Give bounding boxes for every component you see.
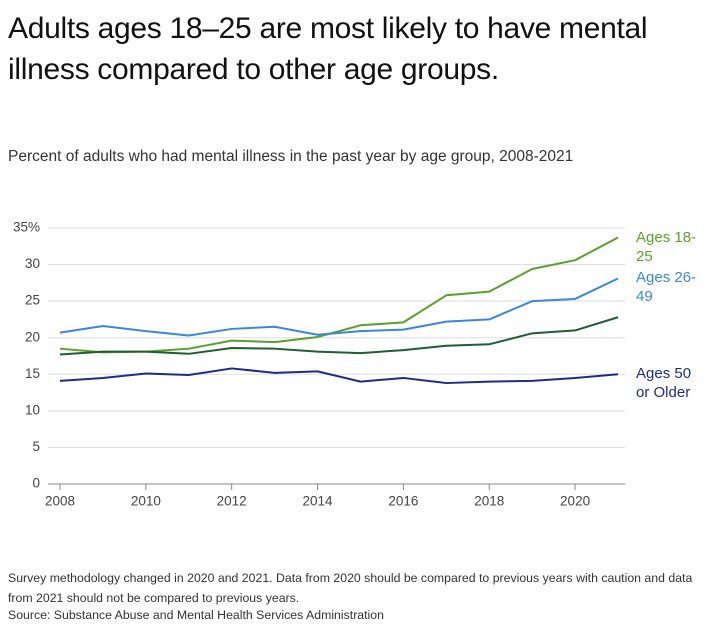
series-line [59,277,619,337]
series-label: Ages 18-25 [636,228,697,265]
source: Source: Substance Abuse and Mental Healt… [8,608,384,622]
chart-subtitle: Percent of adults who had mental illness… [8,148,574,165]
y-tick-label: 20 [25,329,40,344]
series-line [59,316,619,356]
chart-title: Adults ages 18–25 are most likely to hav… [8,12,648,86]
y-tick-label: 5 [32,439,40,454]
series-line [59,367,619,385]
series-line [59,236,619,354]
x-tick-label: 2014 [303,494,334,509]
y-tick-label: 35% [13,220,40,235]
x-tick-label: 2012 [217,494,247,509]
footnote: Survey methodology changed in 2020 and 2… [8,571,693,605]
x-tick-label: 2018 [474,494,504,509]
x-tick-label: 2020 [560,494,590,509]
x-tick-label: 2010 [131,494,161,509]
y-tick-label: 30 [25,256,40,271]
y-tick-label: 0 [32,476,40,491]
x-tick-label: 2008 [45,494,75,509]
series-label: Ages 50 or Older [636,365,692,402]
y-tick-label: 15 [25,366,40,381]
series-label: Ages 26-49 [636,269,697,306]
x-tick-label: 2016 [388,494,418,509]
y-tick-label: 25 [25,293,40,308]
y-tick-label: 10 [25,402,40,417]
